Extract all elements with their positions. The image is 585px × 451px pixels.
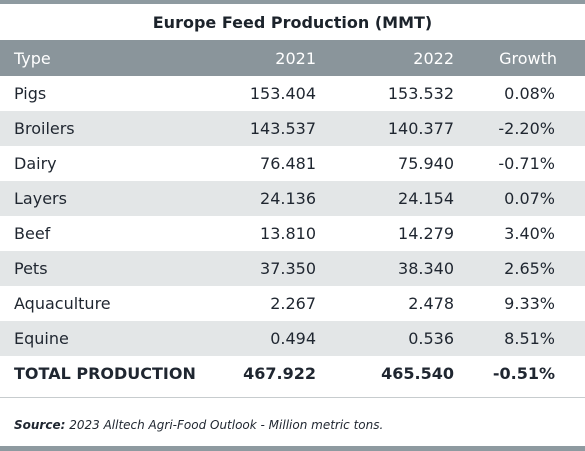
cell-2022: 140.377: [387, 119, 454, 138]
cell-2022: 24.154: [398, 189, 454, 208]
cell-2022: 38.340: [398, 259, 454, 278]
source-divider: [0, 397, 585, 398]
cell-growth: 0.07%: [504, 189, 555, 208]
cell-2021: 143.537: [249, 119, 316, 138]
cell-type: Equine: [14, 329, 69, 348]
cell-2022: 14.279: [398, 224, 454, 243]
table-row-total: TOTAL PRODUCTION 467.922 465.540 -0.51%: [0, 356, 585, 391]
header-growth: Growth: [499, 48, 557, 68]
table-row: Pigs 153.404 153.532 0.08%: [0, 76, 585, 111]
source-note: Source: 2023 Alltech Agri-Food Outlook -…: [14, 418, 383, 432]
table-row: Dairy 76.481 75.940 -0.71%: [0, 146, 585, 181]
cell-growth: -2.20%: [498, 119, 555, 138]
cell-type: Layers: [14, 189, 67, 208]
table-row: Broilers 143.537 140.377 -2.20%: [0, 111, 585, 146]
cell-2022: 153.532: [387, 84, 454, 103]
table-title: Europe Feed Production (MMT): [0, 4, 585, 40]
cell-type: Pigs: [14, 84, 47, 103]
source-text: 2023 Alltech Agri-Food Outlook - Million…: [65, 418, 384, 432]
header-2022: 2022: [413, 48, 454, 68]
header-type: Type: [14, 48, 51, 68]
bottom-rule: [0, 446, 585, 451]
cell-type: Aquaculture: [14, 294, 111, 313]
cell-2021: 467.922: [243, 364, 316, 383]
cell-2021: 0.494: [270, 329, 316, 348]
cell-growth: 2.65%: [504, 259, 555, 278]
cell-2022: 2.478: [408, 294, 454, 313]
cell-2022: 75.940: [398, 154, 454, 173]
cell-growth: 3.40%: [504, 224, 555, 243]
table-header-row: Type 2021 2022 Growth: [0, 40, 585, 76]
cell-growth: 9.33%: [504, 294, 555, 313]
cell-type: TOTAL PRODUCTION: [14, 364, 196, 383]
top-rule: [0, 0, 585, 4]
cell-growth: -0.71%: [498, 154, 555, 173]
cell-type: Pets: [14, 259, 48, 278]
cell-2021: 153.404: [249, 84, 316, 103]
table-row: Equine 0.494 0.536 8.51%: [0, 321, 585, 356]
cell-growth: 0.08%: [504, 84, 555, 103]
cell-type: Broilers: [14, 119, 75, 138]
source-label: Source:: [14, 418, 66, 432]
cell-2022: 465.540: [381, 364, 454, 383]
cell-type: Dairy: [14, 154, 57, 173]
table-row: Pets 37.350 38.340 2.65%: [0, 251, 585, 286]
cell-2021: 2.267: [270, 294, 316, 313]
header-2021: 2021: [275, 48, 316, 68]
cell-type: Beef: [14, 224, 51, 243]
cell-2021: 24.136: [260, 189, 316, 208]
table-row: Aquaculture 2.267 2.478 9.33%: [0, 286, 585, 321]
cell-2021: 37.350: [260, 259, 316, 278]
cell-growth: -0.51%: [492, 364, 555, 383]
cell-2022: 0.536: [408, 329, 454, 348]
cell-growth: 8.51%: [504, 329, 555, 348]
cell-2021: 13.810: [260, 224, 316, 243]
cell-2021: 76.481: [260, 154, 316, 173]
feed-production-table: Type 2021 2022 Growth Pigs 153.404 153.5…: [0, 40, 585, 391]
table-row: Beef 13.810 14.279 3.40%: [0, 216, 585, 251]
table-row: Layers 24.136 24.154 0.07%: [0, 181, 585, 216]
